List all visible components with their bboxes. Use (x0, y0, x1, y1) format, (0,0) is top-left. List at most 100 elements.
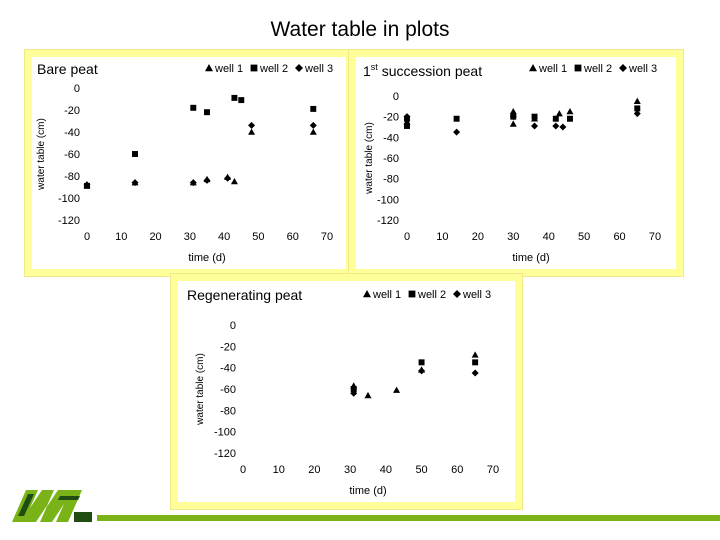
data-point-triangle-6 (566, 108, 574, 115)
x-axis-label: time (d) (349, 485, 386, 497)
legend-label-1: well 1 (214, 63, 243, 75)
y-tick-label: -60 (220, 384, 236, 396)
x-tick-label: 0 (84, 231, 90, 243)
data-point-square-6 (238, 97, 245, 104)
x-tick-label: 40 (543, 231, 555, 243)
legend-label-2: well 2 (417, 289, 446, 301)
data-point-diamond-2 (131, 179, 139, 187)
data-point-square-4 (204, 109, 210, 116)
y-tick-label: -20 (383, 112, 399, 124)
y-tick-label: -20 (220, 341, 236, 353)
legend-marker-3 (619, 64, 627, 72)
x-axis-label: time (d) (188, 252, 225, 264)
y-tick-label: -120 (58, 215, 80, 227)
data-point-diamond-3 (509, 113, 517, 121)
data-point-diamond-2 (453, 128, 461, 136)
data-point-triangle-7 (633, 97, 641, 104)
data-point-square-7 (566, 115, 573, 122)
panel-bare-peat: Bare peat well 1 well 2 well 3 0 -20 -40 -60 -80… (24, 49, 354, 277)
data-point-diamond-6 (248, 121, 256, 129)
y-tick-label: -80 (383, 174, 399, 186)
x-tick-label: 0 (240, 464, 246, 476)
data-point-diamond-3 (471, 369, 479, 377)
data-point-square-8 (634, 105, 641, 112)
x-tick-label: 30 (344, 464, 356, 476)
legend-marker-1 (529, 64, 537, 72)
x-tick-label: 10 (436, 231, 448, 243)
y-tick-label: -60 (64, 149, 80, 161)
legend-marker-2 (574, 64, 582, 72)
x-tick-label: 40 (218, 231, 230, 243)
x-tick-label: 30 (507, 231, 519, 243)
data-point-triangle-7 (248, 128, 256, 135)
x-tick-label: 20 (472, 231, 484, 243)
data-point-square-2 (404, 122, 410, 129)
x-tick-label: 60 (287, 231, 299, 243)
x-tick-label: 70 (649, 231, 661, 243)
y-tick-label: -40 (220, 363, 236, 375)
data-point-square-2 (418, 359, 425, 366)
footer-rule (97, 515, 720, 521)
x-tick-label: 10 (273, 464, 285, 476)
data-point-diamond-6 (559, 123, 567, 131)
legend-marker-2 (250, 64, 258, 72)
y-tick-label: -100 (377, 194, 399, 206)
data-point-triangle-2 (364, 391, 372, 399)
data-point-diamond-5 (224, 174, 232, 182)
data-point-square-1 (350, 386, 357, 392)
page-title: Water table in plots (270, 18, 450, 41)
data-point-triangle-3 (509, 120, 517, 127)
x-tick-label: 50 (578, 231, 590, 243)
data-point-triangle-6 (230, 178, 238, 185)
y-axis-label: water table (cm) (36, 118, 47, 191)
y-tick-label: -20 (64, 105, 80, 117)
x-tick-label: 70 (487, 464, 499, 476)
y-tick-label: 0 (230, 320, 236, 332)
x-tick-label: 60 (613, 231, 625, 243)
x-tick-label: 0 (404, 231, 410, 243)
data-point-square-6 (552, 115, 559, 122)
chart-title: Regenerating peat (187, 287, 302, 303)
chart-title: 1st succession peat (363, 62, 482, 79)
x-tick-label: 10 (115, 231, 127, 243)
data-point-triangle-5 (471, 351, 479, 358)
x-tick-label: 60 (451, 464, 463, 476)
chart-regenerating-peat: Regenerating peat well 1 well 2 well 3 0 -20 -… (187, 287, 499, 497)
data-point-diamond-7 (309, 121, 317, 129)
m-logo-icon (12, 490, 92, 522)
data-point-triangle-5 (555, 110, 563, 117)
legend-marker-1 (205, 64, 213, 72)
legend-marker-3 (295, 64, 303, 72)
legend-label-1: well 1 (538, 63, 567, 75)
chart-first-succession-peat: 1st succession peat well 1 well 2 well 3 0 -2… (363, 62, 661, 264)
x-tick-label: 70 (321, 231, 333, 243)
data-point-diamond-3 (189, 179, 197, 187)
y-tick-label: -120 (214, 448, 236, 460)
data-point-diamond-2 (418, 367, 426, 375)
data-point-diamond-5 (552, 122, 560, 130)
data-point-square-3 (190, 104, 197, 111)
data-point-diamond-7 (633, 110, 641, 118)
data-point-square-2 (132, 151, 138, 157)
legend-label-2: well 2 (259, 63, 288, 75)
data-point-diamond-1 (83, 181, 91, 189)
y-axis-label: water table (cm) (364, 122, 375, 195)
y-tick-label: -60 (383, 153, 399, 165)
data-point-triangle-3 (393, 386, 401, 393)
data-point-triangle-8 (309, 128, 317, 135)
legend-marker-2 (408, 290, 416, 298)
y-tick-label: -40 (383, 132, 399, 144)
data-point-square-3 (453, 115, 460, 122)
data-point-triangle-2 (509, 108, 517, 115)
data-point-diamond-4 (203, 176, 211, 184)
data-point-square-5 (231, 94, 238, 101)
data-point-diamond-1 (403, 113, 411, 121)
data-point-diamond-1 (350, 389, 358, 397)
chart-title: Bare peat (37, 61, 98, 77)
panel-first-succession-peat: 1st succession peat well 1 well 2 well 3 0 -2… (348, 49, 684, 277)
x-tick-label: 30 (184, 231, 196, 243)
data-point-square-5 (531, 113, 538, 120)
panel-regenerating-peat: Regenerating peat well 1 well 2 well 3 0 -20 -… (170, 273, 523, 510)
legend-marker-1 (363, 290, 371, 298)
x-tick-label: 40 (380, 464, 392, 476)
